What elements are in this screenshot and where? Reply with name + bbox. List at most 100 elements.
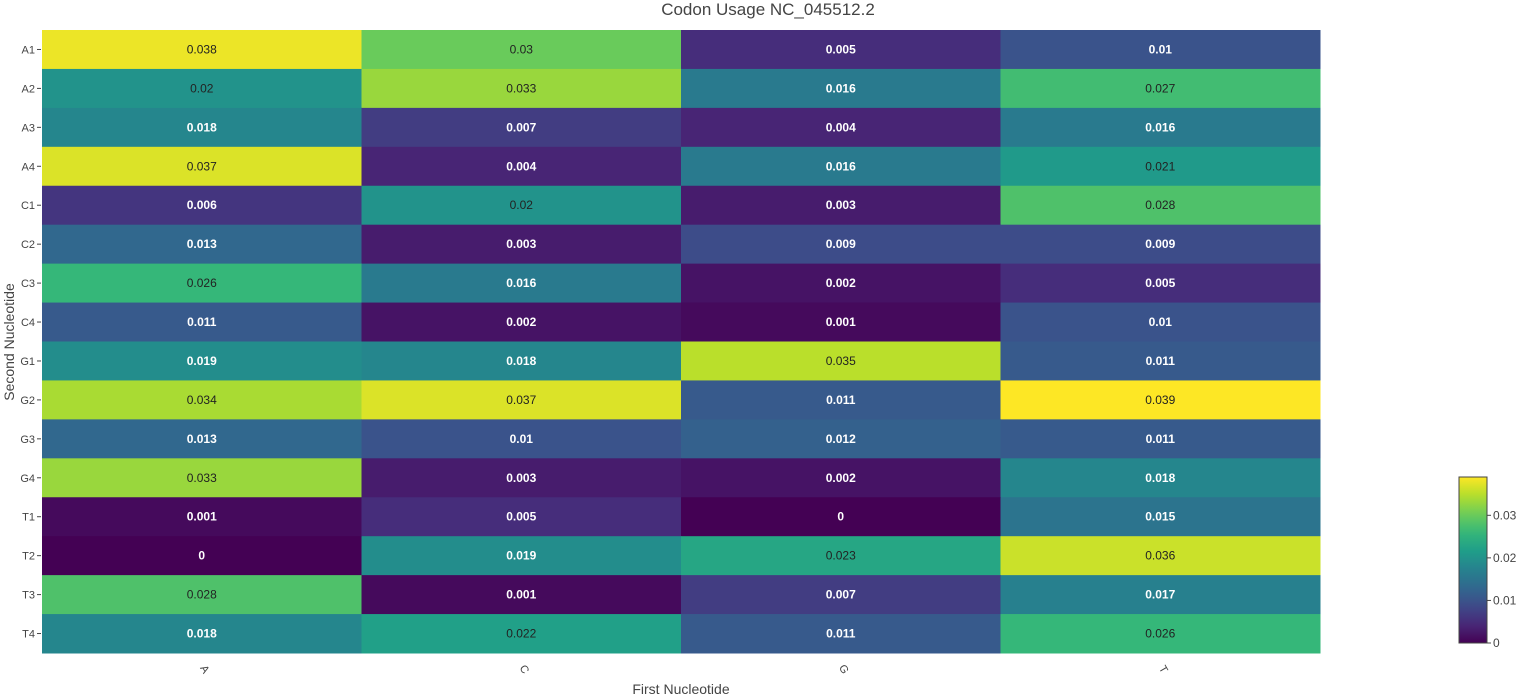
cell-value-label: 0.003	[506, 471, 536, 485]
cell-value-label: 0.011	[1146, 432, 1176, 446]
cell-value-label: 0.01	[1149, 42, 1173, 56]
cell-value-label: 0.009	[826, 237, 856, 251]
cell-value-label: 0.016	[826, 81, 856, 95]
cell-value-label: 0.019	[506, 549, 536, 563]
y-tick-label: A3	[22, 122, 35, 134]
cell-value-label: 0.002	[826, 471, 856, 485]
heatmap-cell	[1000, 341, 1321, 381]
cell-value-label: 0.036	[1145, 549, 1175, 563]
heatmap-cell	[42, 614, 362, 654]
heatmap-cell	[42, 575, 362, 615]
cell-value-label: 0.001	[506, 588, 536, 602]
heatmap-cell	[681, 380, 1001, 420]
heatmap-cell	[42, 263, 362, 304]
cell-value-label: 0.028	[187, 588, 217, 602]
heatmap-cell	[681, 341, 1001, 381]
cell-value-label: 0.018	[1145, 471, 1175, 485]
heatmap-cell	[1000, 536, 1321, 576]
cell-value-label: 0.035	[826, 354, 856, 368]
heatmap-cell	[361, 302, 682, 342]
cell-value-label: 0.002	[826, 276, 856, 290]
heatmap-cell	[681, 302, 1001, 342]
y-tick-label: C1	[21, 200, 35, 212]
y-tick-label: T4	[22, 629, 35, 641]
heatmap-cell	[361, 146, 682, 187]
cell-value-label: 0.009	[1145, 237, 1175, 251]
cell-value-label: 0.037	[506, 393, 536, 407]
colorbar-tick-label: 0.01	[1493, 593, 1517, 607]
y-tick-label: T3	[22, 590, 35, 602]
y-tick-label: T2	[22, 551, 35, 563]
cell-value-label: 0.018	[187, 120, 217, 134]
cell-value-label: 0.02	[510, 198, 534, 212]
cell-value-label: 0.023	[826, 549, 856, 563]
x-tick-label: A	[197, 663, 211, 676]
cell-value-label: 0.02	[190, 81, 214, 95]
heatmap-cell	[361, 575, 682, 615]
y-tick-label: G3	[20, 434, 35, 446]
y-tick-label: T1	[22, 512, 35, 524]
cell-value-label: 0.022	[506, 627, 536, 641]
colorbar: 0 0.01 0.02 0.03	[1458, 476, 1517, 650]
heatmap-cell	[361, 536, 682, 576]
x-tick-label: T	[1156, 664, 1170, 676]
heatmap-cell	[1000, 302, 1321, 342]
y-tick-label: A2	[22, 83, 35, 95]
heatmap-cell	[361, 185, 682, 226]
heatmap-cell	[681, 68, 1001, 109]
heatmap-cell	[1000, 497, 1321, 537]
cell-value-label: 0	[837, 510, 844, 524]
cell-value-label: 0.037	[187, 159, 217, 173]
heatmap-cell	[1000, 107, 1321, 148]
colorbar-gradient	[1458, 476, 1488, 644]
cell-value-label: 0.026	[187, 276, 217, 290]
y-tick-label: C2	[21, 239, 35, 251]
heatmap-cell	[1000, 185, 1321, 226]
cell-value-label: 0.012	[826, 432, 856, 446]
colorbar-tick-label: 0	[1493, 636, 1500, 650]
heatmap-cell	[42, 419, 362, 459]
cell-value-label: 0.004	[826, 120, 856, 134]
heatmap-cell	[361, 419, 682, 459]
heatmap-cell	[681, 146, 1001, 187]
heatmap-cell	[1000, 614, 1321, 654]
heatmap-cell	[361, 497, 682, 537]
cell-value-label: 0.016	[506, 276, 536, 290]
heatmap-cell	[361, 614, 682, 654]
heatmap-cell	[1000, 30, 1321, 70]
y-tick-label: G1	[20, 356, 35, 368]
cell-value-label: 0.003	[506, 237, 536, 251]
heatmap-cell	[361, 341, 682, 381]
cell-value-label: 0.005	[826, 42, 856, 56]
heatmap-cell	[681, 263, 1001, 304]
heatmap-cell	[681, 185, 1001, 226]
y-tick-label: G4	[20, 473, 35, 485]
heatmap-cell	[681, 30, 1001, 70]
heatmap-cell	[361, 30, 682, 70]
cell-value-label: 0.004	[506, 159, 536, 173]
cell-value-label: 0.017	[1145, 588, 1175, 602]
cell-value-label: 0.033	[187, 471, 217, 485]
heatmap-cell	[361, 263, 682, 304]
cell-value-label: 0.013	[187, 237, 217, 251]
heatmap-cell	[42, 458, 362, 498]
heatmap-cell	[42, 302, 362, 342]
cell-value-label: 0.011	[826, 627, 856, 641]
heatmap-cell	[1000, 146, 1321, 187]
cell-value-label: 0.011	[187, 315, 217, 329]
y-tick-label: C3	[21, 278, 35, 290]
y-axis-ticks: A1 A2 A3 A4 C1 C2 C3 C4 G1 G2 G3 G4 T1 T2 T3 T4	[20, 44, 41, 641]
cell-value-label: 0.005	[1145, 276, 1175, 290]
heatmap-cell	[681, 458, 1001, 498]
heatmap-cell	[681, 575, 1001, 615]
heatmap-cell	[361, 68, 682, 109]
heatmap-cell	[1000, 575, 1321, 615]
heatmap-cell	[42, 341, 362, 381]
colorbar-tick-label: 0.03	[1493, 508, 1517, 522]
heatmap-cell	[1000, 224, 1321, 265]
y-tick-label: A4	[22, 161, 35, 173]
heatmap-cell	[361, 107, 682, 148]
heatmap-cell	[42, 380, 362, 420]
cell-value-label: 0.002	[506, 315, 536, 329]
